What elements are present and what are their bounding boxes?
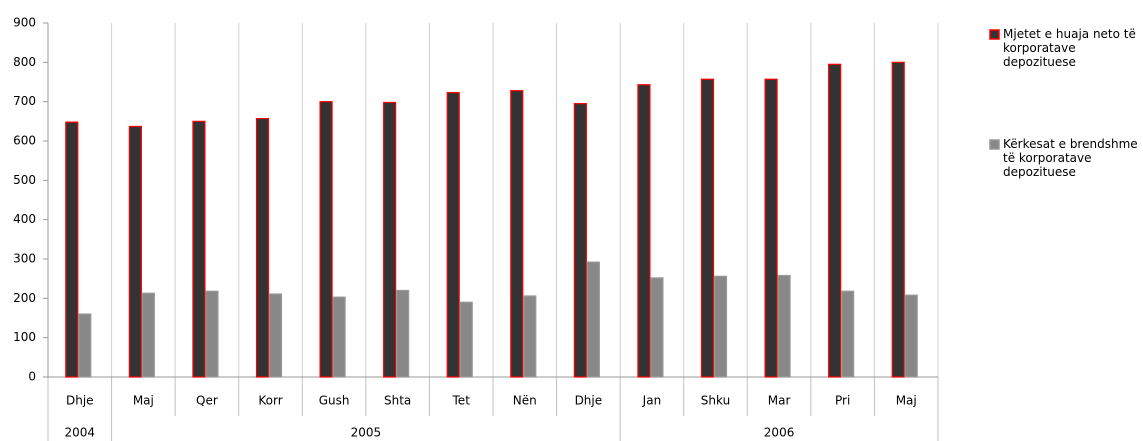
bar [586,261,600,378]
bar [332,296,346,378]
y-tick-label: 700 [13,94,36,108]
bar [777,274,791,378]
y-tick-label: 600 [13,134,36,148]
group-label: 2006 [764,426,795,440]
bar [319,101,333,378]
bar [523,295,537,378]
group-label: 2005 [351,426,382,440]
x-tick-label: Tet [452,394,471,408]
bar [764,78,778,378]
bar [841,290,855,378]
bar [396,289,410,378]
bar [65,121,79,378]
x-tick-label: Dhje [575,394,603,408]
bar [255,117,270,378]
x-tick-label: Jan [642,394,662,408]
bar [459,301,473,378]
bar [268,293,283,378]
bar [78,313,92,378]
legend-swatch [989,139,1000,150]
bar [383,101,397,378]
bar [128,125,142,378]
bar [891,61,905,378]
x-tick-label: Pri [835,394,850,408]
y-tick-label: 400 [13,212,36,226]
x-tick-label: Mar [768,394,791,408]
y-tick-label: 200 [13,291,36,305]
bar [573,103,587,378]
y-tick-label: 0 [28,370,36,384]
legend-swatch [989,29,1000,40]
legend-label: Mjetet e huaja neto të korporatave depoz… [1003,27,1136,69]
bar [637,84,651,378]
legend-label: Kërkesat e brendshme të korporatave depo… [1003,137,1138,179]
bar [650,277,664,378]
x-tick-label: Shku [701,394,730,408]
x-tick-label: Maj [896,394,917,408]
y-tick-label: 100 [13,330,36,344]
y-tick-label: 800 [13,55,36,69]
bar [446,92,460,378]
x-tick-label: Nën [513,394,537,408]
group-label: 2004 [65,426,96,440]
bar [141,292,155,378]
x-tick-label: Korr [258,394,282,408]
x-tick-label: Shta [384,394,411,408]
bar [904,294,918,378]
y-tick-label: 900 [13,16,36,30]
y-tick-label: 300 [13,252,36,266]
bar [700,78,715,378]
x-tick-label: Maj [133,394,154,408]
x-tick-label: Gush [319,394,350,408]
bar [828,63,842,378]
bar [205,290,219,378]
bar [713,275,728,378]
bar [192,120,206,378]
x-tick-label: Qer [196,394,218,408]
x-tick-label: Dhje [66,394,94,408]
bar [510,90,524,378]
y-tick-label: 500 [13,173,36,187]
